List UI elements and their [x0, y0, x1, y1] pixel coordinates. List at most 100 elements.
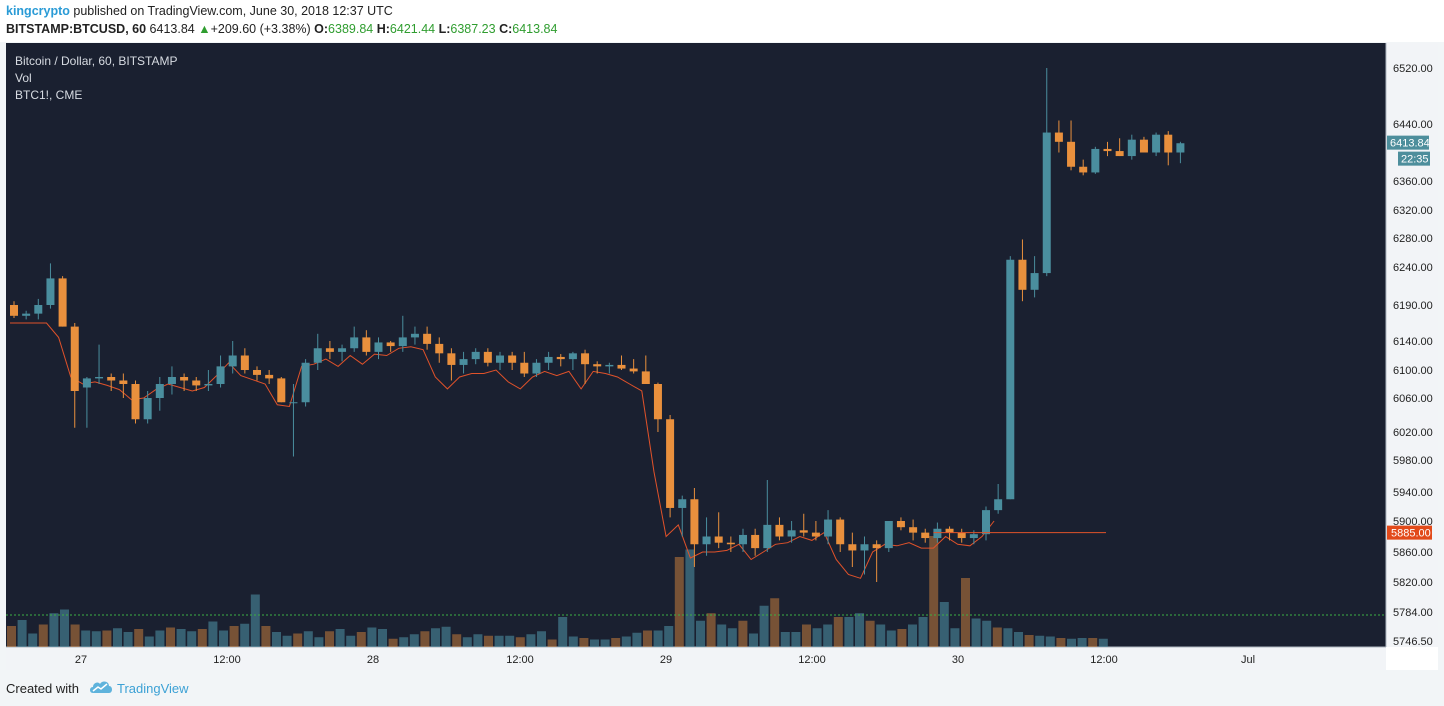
- volume-bar: [452, 634, 462, 647]
- candle-body: [1042, 132, 1051, 274]
- volume-bar: [38, 624, 48, 647]
- candle-body: [982, 510, 990, 535]
- volume-bar: [833, 617, 843, 647]
- candle-body: [167, 377, 176, 384]
- volume-bar: [60, 609, 69, 647]
- time-axis[interactable]: [6, 647, 1386, 670]
- y-tick-label: 6360.00: [1393, 176, 1433, 188]
- volume-bar: [568, 636, 578, 647]
- candle-body: [155, 384, 164, 398]
- symbol-label: BITSTAMP:BTCUSD, 60: [6, 22, 147, 36]
- volume-bar: [547, 639, 557, 647]
- volume-bar: [971, 618, 981, 647]
- close-label: C:: [499, 22, 513, 36]
- volume-bar: [1056, 638, 1066, 647]
- x-tick-label: 30: [952, 654, 964, 666]
- volume-bar: [727, 628, 737, 647]
- low-label: L:: [438, 22, 451, 36]
- candle-body: [508, 355, 517, 363]
- y-tick-label: 6320.00: [1393, 205, 1433, 217]
- volume-bar: [293, 633, 303, 647]
- candle-body: [848, 544, 857, 551]
- volume-bar: [897, 629, 907, 647]
- y-tick-label: 5980.00: [1393, 455, 1433, 467]
- candle-body: [240, 355, 249, 370]
- candle-body: [410, 333, 419, 338]
- x-tick-label: 28: [367, 654, 379, 666]
- countdown-tag: [1398, 151, 1430, 166]
- volume-bar: [144, 636, 154, 647]
- volume-bar: [197, 629, 207, 647]
- volume-bar: [473, 634, 483, 647]
- volume-bar: [81, 630, 91, 647]
- volume-bar: [802, 624, 811, 647]
- candle-body: [216, 366, 225, 384]
- y-tick-label: 6020.00: [1393, 427, 1433, 439]
- plot-area[interactable]: [6, 43, 1386, 647]
- line-price-tag-text: 5885.00: [1391, 528, 1431, 540]
- x-tick-label: 12:00: [1090, 654, 1118, 666]
- volume-bar: [929, 536, 939, 647]
- candle-body: [1006, 259, 1015, 500]
- author-link[interactable]: kingcrypto: [6, 4, 70, 18]
- candle-body: [568, 353, 577, 360]
- chart-legend: Bitcoin / Dollar, 60, BITSTAMP Vol BTC1!…: [15, 54, 178, 102]
- y-tick-label: 5784.00: [1393, 607, 1433, 619]
- volume-bar: [303, 631, 313, 647]
- candle-body: [1103, 148, 1112, 152]
- candle-body: [435, 343, 444, 354]
- candle-body: [82, 378, 91, 388]
- candle-body: [884, 521, 893, 549]
- candle-body: [325, 348, 334, 352]
- volume-bar: [685, 549, 695, 647]
- candle-body: [969, 534, 978, 539]
- price-tags: 6413.84 22:35 5885.00: [6, 135, 1432, 616]
- legend-compare[interactable]: BTC1!, CME: [15, 88, 82, 102]
- volume-bar: [558, 617, 568, 647]
- candle-body: [702, 536, 711, 545]
- candle-body: [253, 370, 261, 375]
- x-tick-label: 12:00: [506, 654, 534, 666]
- volume-bar: [1045, 636, 1055, 647]
- y-tick-label: 6190.00: [1393, 300, 1433, 312]
- candle-body: [119, 380, 128, 384]
- volume-bar: [208, 621, 218, 647]
- volume-bar: [706, 613, 716, 647]
- volume-bar: [812, 628, 822, 647]
- volume-bar: [314, 637, 324, 647]
- volume-bar: [282, 635, 292, 647]
- volume-bar: [7, 626, 16, 647]
- legend-vol[interactable]: Vol: [15, 71, 32, 85]
- volume-bar: [579, 638, 589, 647]
- candle-body: [763, 524, 772, 549]
- candle-body: [277, 378, 286, 403]
- candle-body: [666, 419, 675, 508]
- volume-bar: [219, 630, 228, 647]
- x-tick-label: 12:00: [213, 654, 241, 666]
- candle-body: [1152, 134, 1161, 153]
- candle-body: [787, 530, 796, 537]
- volume-bar: [1035, 635, 1045, 647]
- price-chart[interactable]: 6520.00 6440.00 6360.00 6320.00 6280.00 6240.…: [6, 43, 1438, 670]
- candle-body: [1091, 148, 1100, 173]
- triangle-up-icon: ▲: [198, 22, 211, 36]
- y-tick-label: 6520.00: [1393, 63, 1433, 75]
- volume-bar: [886, 630, 896, 647]
- candle-body: [386, 342, 395, 347]
- candle-body: [70, 326, 79, 391]
- volume-bar: [356, 632, 366, 647]
- candle-body: [1127, 139, 1136, 157]
- candle-body: [143, 398, 152, 420]
- volume-bar: [590, 639, 599, 647]
- volume-bar: [420, 631, 430, 647]
- volume-bar: [632, 632, 642, 647]
- tradingview-link[interactable]: TradingView: [117, 681, 189, 696]
- y-tick-label: 6140.00: [1393, 336, 1433, 348]
- ohlc-readout: BITSTAMP:BTCUSD, 60 6413.84 ▲+209.60 (+3…: [6, 22, 557, 36]
- candle-body: [641, 371, 650, 384]
- footer: Created with TradingView: [0, 670, 1444, 706]
- high-label: H:: [376, 22, 390, 36]
- volume-bar: [844, 617, 854, 647]
- volume-bar: [1098, 638, 1108, 647]
- candle-body: [556, 356, 565, 360]
